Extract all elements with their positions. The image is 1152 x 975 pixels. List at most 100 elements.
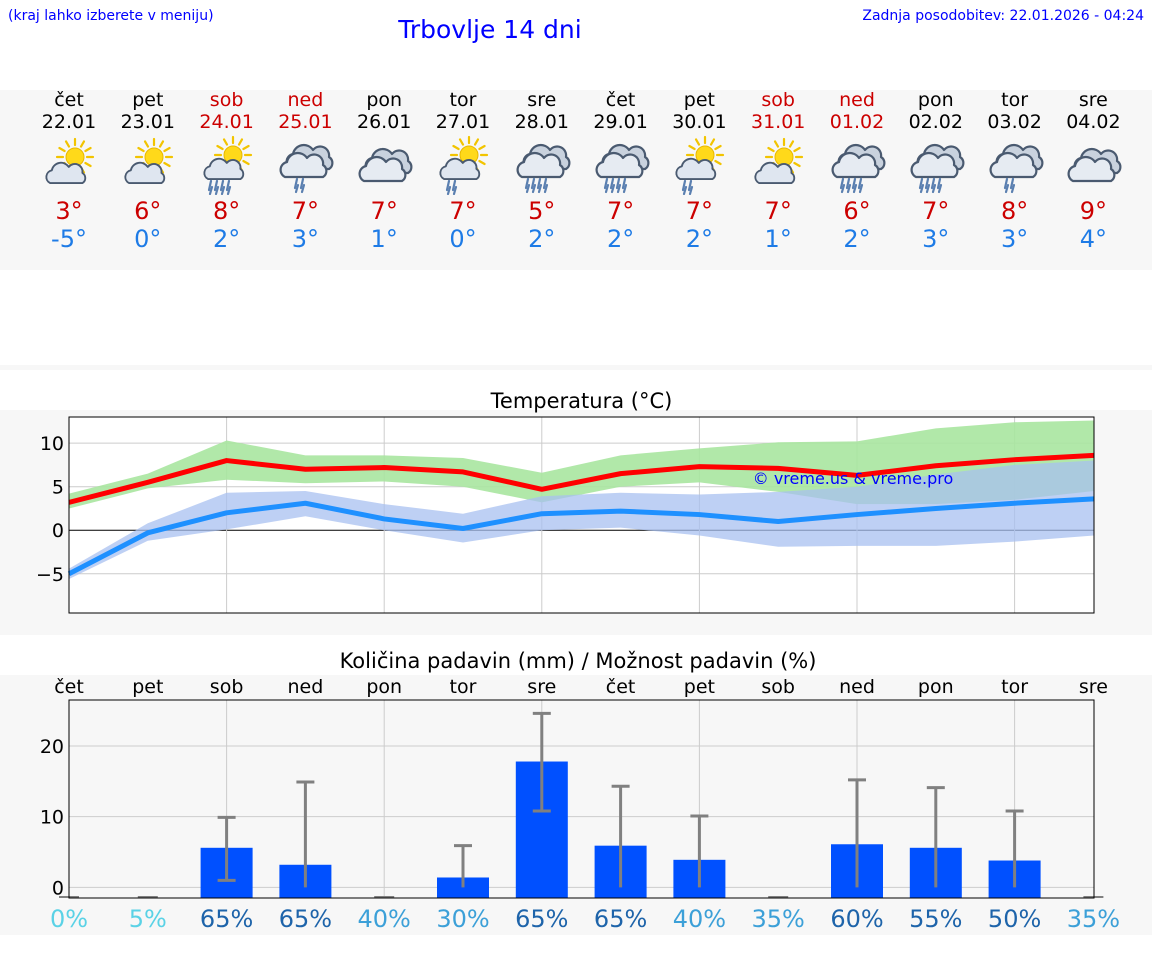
day-column: tor 27.01 7° 0° <box>423 89 503 253</box>
day-date: 03.02 <box>987 111 1042 133</box>
max-temperature: 7° <box>685 197 714 225</box>
partly-cloudy-icon <box>108 133 188 197</box>
precipitation-bar <box>437 877 489 898</box>
sun-light-rain-icon <box>659 133 739 197</box>
min-temperature-line <box>67 496 1095 577</box>
x-tick-label: čet <box>54 676 84 698</box>
precipitation-probability: 65% <box>515 905 568 933</box>
min-temperature: 3° <box>922 225 950 253</box>
day-name: tor <box>1001 89 1029 111</box>
min-temperature: -5° <box>51 225 87 253</box>
precipitation-probability: 0% <box>50 905 88 933</box>
y-tick-label: −5 <box>36 564 64 586</box>
max-temperature: 7° <box>370 197 398 225</box>
day-name: sre <box>1078 89 1108 111</box>
max-temperature: 6° <box>134 197 162 225</box>
day-date: 29.01 <box>593 111 648 133</box>
y-tick-label: 20 <box>40 736 64 758</box>
day-column: čet 22.01 3° -5° <box>29 89 109 253</box>
day-name: ned <box>839 89 875 111</box>
day-name: ned <box>287 89 324 111</box>
min-temperature: 0° <box>449 225 477 253</box>
precipitation-probability: 40% <box>673 905 726 933</box>
partly-cloudy-icon <box>738 133 818 197</box>
day-name: pon <box>917 89 954 111</box>
max-temperature-line <box>68 452 1095 505</box>
min-temperature: 0° <box>134 225 162 253</box>
day-date: 27.01 <box>435 111 491 133</box>
day-column: sob 31.01 7° 1° <box>738 89 818 253</box>
precipitation-chart-title: Količina padavin (mm) / Možnost padavin … <box>340 649 817 673</box>
x-tick-label: tor <box>450 676 477 698</box>
x-tick-label: čet <box>606 676 636 698</box>
day-column: tor 03.02 8° 3° <box>975 89 1055 253</box>
day-date: 04.02 <box>1066 111 1121 133</box>
x-tick-label: ned <box>288 676 324 698</box>
day-column: sre 28.01 5° 2° <box>502 89 582 253</box>
y-tick-label: 10 <box>40 433 64 455</box>
min-temperature: 2° <box>685 225 714 253</box>
day-column: pet 30.01 7° 2° <box>659 89 739 253</box>
precipitation-probability: 55% <box>909 905 962 933</box>
day-name: pet <box>683 89 715 111</box>
cloud-rain-icon <box>502 133 582 197</box>
day-column: sob 24.01 8° 2° <box>187 89 267 253</box>
watermark: © vreme.us & vreme.pro <box>753 469 954 488</box>
last-updated: Zadnja posodobitev: 22.01.2026 - 04:24 <box>862 8 1144 24</box>
max-temperature: 7° <box>606 197 635 225</box>
precipitation-chart: Količina padavin (mm) / Možnost padavin … <box>40 649 1120 933</box>
precipitation-probability: 60% <box>830 905 883 933</box>
day-name: čet <box>605 89 636 111</box>
day-column: pet 23.01 6° 0° <box>108 89 188 253</box>
day-date: 22.01 <box>41 111 97 133</box>
day-name: pet <box>132 89 164 111</box>
max-temperature: 3° <box>55 197 83 225</box>
cloudy-icon <box>1053 133 1133 197</box>
day-date: 28.01 <box>514 111 569 133</box>
day-date: 02.02 <box>908 111 963 133</box>
day-date: 26.01 <box>356 111 412 133</box>
location-hint: (kraj lahko izberete v meniju) <box>8 8 214 24</box>
x-tick-label: pon <box>366 676 402 698</box>
y-tick-label: 0 <box>52 877 64 899</box>
x-tick-label: sre <box>527 676 556 698</box>
day-column: sre 04.02 9° 4° <box>1053 89 1133 253</box>
plot-frame <box>68 416 1095 614</box>
cloud-light-rain-icon <box>975 133 1055 197</box>
day-date: 24.01 <box>199 111 254 133</box>
max-temperature: 7° <box>291 197 320 225</box>
max-temperature: 9° <box>1079 197 1108 225</box>
y-tick-label: 10 <box>40 807 64 829</box>
min-temperature: 2° <box>606 225 635 253</box>
max-temperature: 7° <box>922 197 950 225</box>
min-temperature-band <box>69 460 1094 580</box>
cloud-rain-icon <box>581 133 661 197</box>
forecast-strip <box>0 90 1152 270</box>
x-tick-label: ned <box>839 676 875 698</box>
min-temperature: 4° <box>1079 225 1108 253</box>
x-tick-label: pet <box>132 676 163 698</box>
precipitation-probability: 5% <box>129 905 167 933</box>
day-column: pon 26.01 7° 1° <box>344 89 424 253</box>
cloud-rain-icon <box>817 133 897 197</box>
y-tick-label: 0 <box>52 520 64 542</box>
cloudy-icon <box>344 133 424 197</box>
max-temperature: 8° <box>212 197 241 225</box>
day-column: pon 02.02 7° 3° <box>896 89 976 253</box>
precipitation-probability: 65% <box>279 905 332 933</box>
partly-cloudy-icon <box>29 133 109 197</box>
min-temperature: 2° <box>843 225 871 253</box>
precipitation-probability: 40% <box>358 905 411 933</box>
precipitation-probability: 65% <box>594 905 647 933</box>
temperature-chart-title: Temperatura (°C) <box>490 389 673 413</box>
divider <box>0 365 1152 370</box>
max-temperature: 6° <box>843 197 871 225</box>
day-name: sob <box>209 89 244 111</box>
sun-light-rain-icon <box>423 133 503 197</box>
min-temperature: 3° <box>1000 225 1029 253</box>
day-name: sre <box>527 89 557 111</box>
precipitation-probability: 35% <box>1067 905 1120 933</box>
max-temperature-band <box>69 420 1094 509</box>
min-temperature: 2° <box>528 225 556 253</box>
x-tick-label: sob <box>210 676 244 698</box>
